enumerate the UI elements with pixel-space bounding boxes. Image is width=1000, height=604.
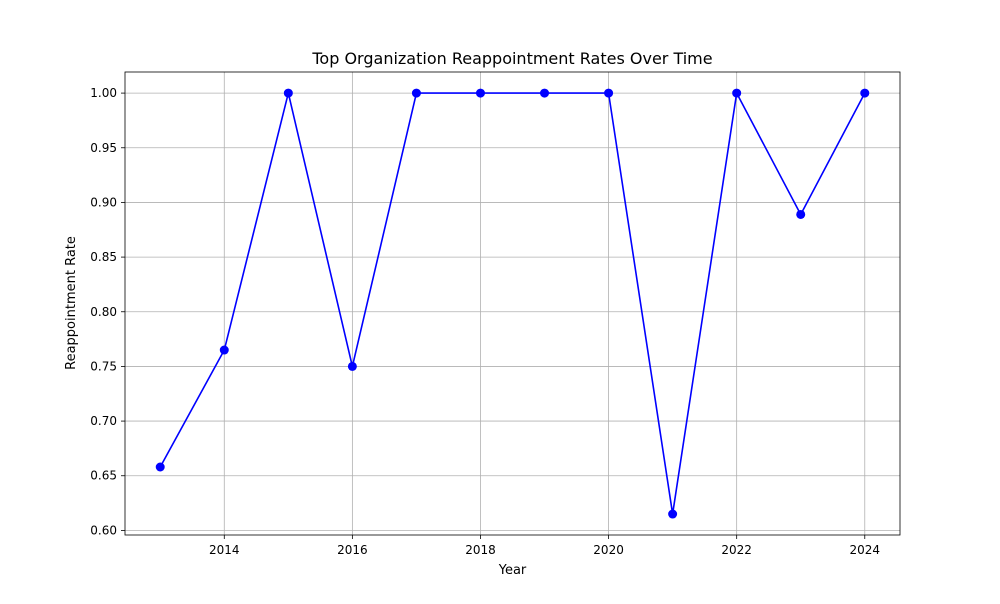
y-tick-label: 0.95 (90, 141, 117, 155)
data-point (219, 345, 229, 355)
y-tick-label: 1.00 (90, 86, 117, 100)
y-tick-label: 0.65 (90, 469, 117, 483)
series-line (159, 92, 866, 515)
x-tick-label: 2016 (337, 543, 368, 557)
data-point (283, 88, 293, 98)
grid-layer (125, 72, 900, 535)
data-point (155, 462, 165, 472)
x-tick-label: 2020 (593, 543, 624, 557)
y-tick-label: 0.85 (90, 250, 117, 264)
data-point (732, 88, 742, 98)
data-point (796, 209, 806, 219)
series-layer (155, 88, 870, 519)
axes-layer: 2014 2016 2018 2020 2022 2024 0.60 0.65 0.70 0.75… (90, 71, 901, 557)
y-tick-label: 0.80 (90, 305, 117, 319)
x-tick-label: 2014 (209, 543, 240, 557)
data-point (604, 88, 614, 98)
x-tick-label: 2022 (721, 543, 752, 557)
y-tick-label: 0.75 (90, 359, 117, 373)
y-tick-label: 0.60 (90, 523, 117, 537)
chart-title: Top Organization Reappointment Rates Ove… (311, 49, 712, 68)
x-tick-label: 2024 (849, 543, 880, 557)
y-tick-label: 0.90 (90, 195, 117, 209)
x-tick-label: 2018 (465, 543, 496, 557)
y-axis-label: Reappointment Rate (64, 236, 79, 370)
data-point (668, 509, 678, 519)
y-tick-label: 0.70 (90, 414, 117, 428)
data-point (411, 88, 421, 98)
plot-frame (124, 71, 901, 536)
data-point (540, 88, 550, 98)
data-point (347, 361, 357, 371)
x-axis-label: Year (498, 563, 527, 578)
data-point (860, 88, 870, 98)
data-point (475, 88, 485, 98)
